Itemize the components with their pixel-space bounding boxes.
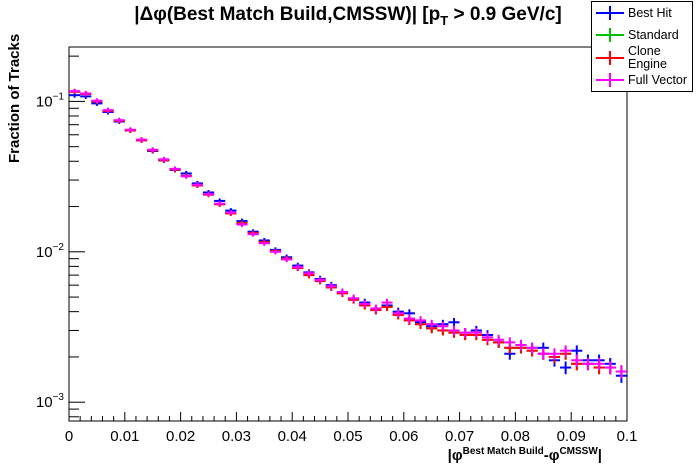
errorbar-marker-icon	[596, 6, 624, 21]
x-tick-label: 0.09	[557, 428, 586, 445]
plot-title-tail: > 0.9 GeV/c]	[448, 4, 562, 25]
y-axis-title: Fraction of Tracks	[6, 33, 23, 163]
legend-label: Full Vector	[628, 72, 688, 87]
errorbar-marker-icon	[596, 72, 624, 87]
x-tick-label: 0.1	[617, 428, 638, 445]
x-axis-title-sup1: Best Match Build	[462, 446, 544, 457]
series-clone-engine	[69, 89, 627, 379]
series-best-hit	[69, 92, 627, 383]
legend-box: Best Hit Standard Clone Engine Full Vect…	[591, 1, 693, 92]
x-tick-label: 0.03	[222, 428, 251, 445]
plot-frame	[68, 46, 628, 422]
y-tick-label: 10−2	[36, 242, 65, 261]
x-tick-label: 0.04	[278, 428, 307, 445]
x-tick-label: 0	[65, 428, 73, 445]
x-tick-label: 0.02	[166, 428, 195, 445]
legend-label: Clone Engine	[628, 44, 667, 71]
x-axis-title: |φBest Match Build-φCMSSW|	[380, 446, 602, 464]
x-axis-title-sup2: CMSSW	[559, 446, 598, 457]
series-standard	[69, 89, 627, 379]
x-axis-title-close: |	[597, 447, 602, 464]
errorbar-marker-icon	[596, 28, 624, 43]
plot-title-subscript: T	[440, 13, 449, 28]
x-tick-label: 0.01	[110, 428, 139, 445]
errorbar-marker-icon	[596, 50, 624, 65]
legend-entry-clone-engine: Clone Engine	[594, 44, 692, 71]
x-tick-label: 0.07	[445, 428, 474, 445]
legend-entry-standard: Standard	[594, 24, 692, 46]
plot-title: |Δφ(Best Match Build,CMSSW)| [pT > 0.9 G…	[0, 4, 696, 28]
legend-label: Standard	[628, 28, 679, 43]
y-tick-label: 10−1	[36, 91, 65, 110]
legend-entry-best-hit: Best Hit	[594, 2, 692, 24]
x-tick-label: 0.06	[389, 428, 418, 445]
legend-entry-full-vector: Full Vector	[594, 69, 692, 91]
x-tick-label: 0.05	[333, 428, 362, 445]
y-axis-ticks	[69, 55, 85, 418]
y-tick-label: 10−3	[36, 392, 65, 411]
x-axis-title-phi1: |φ	[447, 447, 463, 464]
series-full-vector	[69, 88, 627, 379]
x-axis-ticks	[68, 412, 628, 421]
x-tick-label: 0.08	[501, 428, 530, 445]
plot-title-main: |Δφ(Best Match Build,CMSSW)| [p	[134, 4, 441, 25]
legend-label: Best Hit	[628, 5, 672, 20]
x-axis-title-minus-phi2: -φ	[543, 447, 560, 464]
